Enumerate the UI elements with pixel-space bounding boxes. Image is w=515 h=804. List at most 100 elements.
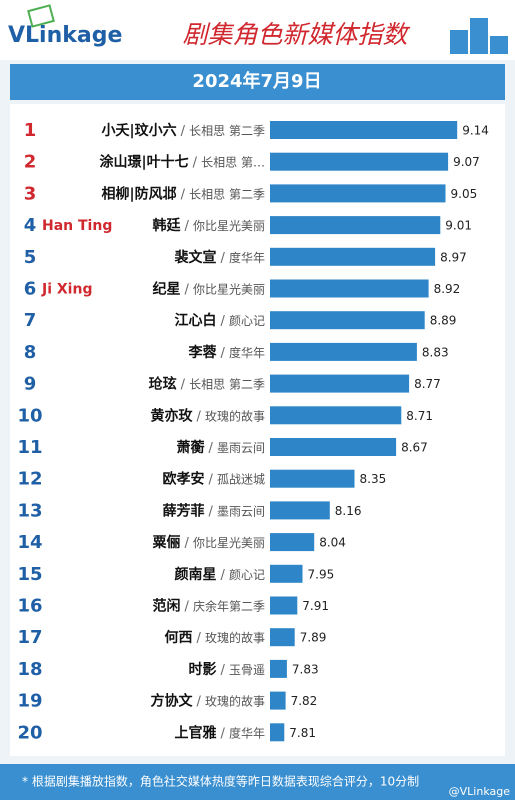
rank: 4	[24, 215, 37, 236]
character-name: 欧孝安	[162, 471, 204, 488]
rank: 17	[17, 627, 42, 648]
show-name: 你比星光美丽	[193, 536, 265, 550]
value-label: 8.89	[430, 314, 457, 328]
row-label: 纪星 / 你比星光美丽	[152, 281, 265, 298]
character-name: 上官雅	[174, 724, 216, 741]
row-label: 粟俪 / 你比星光美丽	[151, 534, 265, 551]
value-label: 7.91	[302, 599, 329, 613]
rank: 3	[24, 183, 37, 204]
list-bg	[10, 104, 505, 756]
bar	[270, 438, 397, 456]
character-name: 裴文宣	[174, 249, 216, 266]
header-bg	[0, 0, 515, 60]
row-label: 李蓉 / 度华年	[187, 344, 265, 361]
separator: /	[196, 694, 205, 709]
show-name: 长相思 第…	[201, 155, 265, 169]
character-name: 小夭|玟小六	[102, 122, 177, 139]
character-name: 玱玹	[149, 376, 177, 393]
character-name: 时影	[188, 661, 216, 678]
rank: 14	[17, 532, 42, 553]
value-label: 7.83	[292, 662, 319, 676]
show-name: 你比星光美丽	[193, 282, 265, 296]
value-label: 8.77	[414, 377, 441, 391]
rank: 6	[24, 279, 37, 300]
footnote: * 根据剧集播放指数，角色社交媒体热度等昨日数据表现综合评分，10分制	[22, 774, 419, 789]
rank: 10	[17, 405, 42, 426]
bar	[270, 723, 285, 742]
bar	[270, 279, 429, 298]
footer-bg	[0, 764, 515, 800]
row-label: 江心白 / 颜心记	[174, 312, 265, 329]
character-name: 萧蘅	[176, 439, 204, 456]
row-label: 相柳|防风邶 / 长相思 第二季	[102, 185, 265, 202]
value-label: 8.97	[440, 250, 467, 264]
value-label: 9.07	[453, 155, 480, 169]
show-name: 度华年	[229, 249, 265, 264]
character-name: 颜南星	[174, 566, 216, 583]
row-label: 小夭|玟小六 / 长相思 第二季	[102, 122, 265, 139]
show-name: 玫瑰的故事	[205, 408, 265, 423]
bar	[270, 469, 355, 488]
bar	[270, 596, 298, 615]
show-name: 长相思 第二季	[189, 124, 265, 138]
value-label: 8.35	[360, 472, 387, 486]
value-label: 9.14	[462, 124, 489, 138]
separator: /	[208, 472, 217, 487]
rank: 12	[17, 469, 42, 490]
show-name: 墨雨云间	[217, 504, 265, 518]
show-name: 颜心记	[229, 313, 265, 328]
character-name: 薛芳菲	[162, 502, 204, 519]
show-name: 墨雨云间	[217, 441, 265, 455]
row-label: 范闲 / 庆余年第二季	[152, 598, 265, 615]
separator: /	[184, 282, 193, 297]
show-name: 颜心记	[229, 566, 265, 581]
value-label: 7.81	[289, 726, 316, 740]
value-label: 9.05	[451, 187, 478, 201]
row-label: 玱玹 / 长相思 第二季	[149, 376, 265, 393]
show-name: 度华年	[229, 725, 265, 740]
character-name: 黄亦玫	[150, 407, 193, 424]
separator: /	[181, 377, 190, 392]
value-label: 7.95	[308, 567, 335, 581]
row-label: 欧孝安 / 孤战迷城	[162, 471, 265, 488]
value-label: 8.16	[335, 504, 362, 518]
separator: /	[181, 187, 190, 202]
show-name: 长相思 第二季	[189, 377, 265, 391]
bar	[270, 342, 417, 361]
rank: 2	[24, 152, 37, 173]
separator: /	[220, 567, 229, 582]
show-name: 孤战迷城	[217, 472, 265, 486]
logo: VLinkage	[8, 23, 122, 48]
separator: /	[220, 314, 229, 329]
bar	[270, 691, 286, 710]
date: 2024年7月9日	[192, 70, 321, 92]
separator: /	[196, 409, 205, 424]
character-name: 何西	[164, 629, 192, 646]
rank: 13	[17, 500, 42, 521]
value-label: 8.67	[401, 441, 428, 455]
rank: 16	[17, 596, 42, 617]
value-label: 8.04	[319, 536, 346, 550]
annotation: Han Ting	[42, 218, 112, 234]
row-label: 方协文 / 玫瑰的故事	[150, 693, 265, 710]
show-name: 玫瑰的故事	[205, 630, 265, 645]
show-name: 长相思 第二季	[189, 187, 265, 201]
rank: 1	[24, 120, 37, 141]
character-name: 纪星	[152, 281, 180, 298]
character-name: 方协文	[150, 693, 193, 710]
separator: /	[181, 124, 190, 139]
separator: /	[184, 599, 193, 614]
value-label: 7.82	[291, 694, 318, 708]
bar	[270, 152, 449, 171]
separator: /	[220, 662, 229, 677]
row-label: 何西 / 玫瑰的故事	[164, 629, 265, 646]
show-name: 玫瑰的故事	[205, 693, 265, 708]
row-label: 涂山璟|叶十七 / 长相思 第…	[100, 154, 265, 171]
bar	[270, 311, 425, 330]
value-label: 7.89	[300, 631, 327, 645]
logo-icon	[27, 4, 55, 28]
annotation: Ji Xing	[41, 282, 92, 298]
row-label: 时影 / 玉骨遥	[188, 661, 265, 678]
